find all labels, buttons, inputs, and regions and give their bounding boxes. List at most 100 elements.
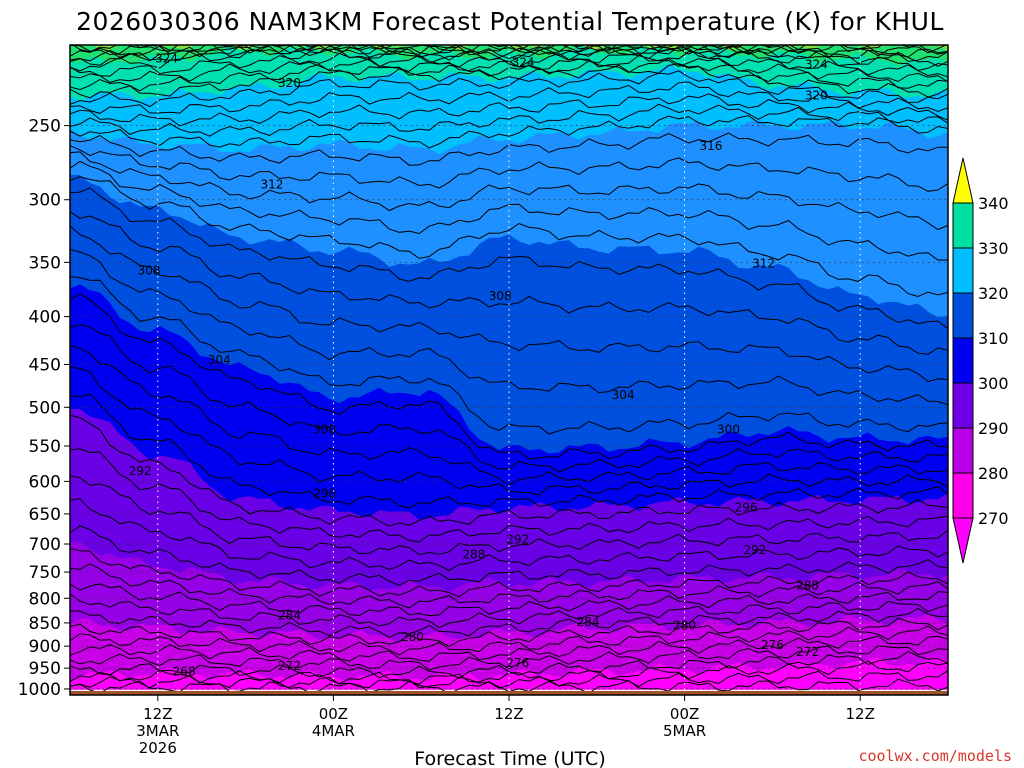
contour-label: 288 — [462, 547, 485, 561]
contour-label: 312 — [752, 257, 775, 271]
x-tick-label: 12Z — [846, 705, 875, 723]
temperature-band — [70, 45, 948, 67]
colorbar-segment — [952, 202, 974, 249]
contour-line — [70, 45, 948, 67]
y-tick-label: 850 — [29, 614, 61, 634]
contour-label: 284 — [278, 609, 301, 623]
contour-label-group: 296 — [735, 501, 758, 515]
colorbar-label: 320 — [978, 284, 1009, 303]
contour-label: 308 — [138, 263, 161, 277]
chart-title: 2026030306 NAM3KM Forecast Potential Tem… — [76, 7, 944, 36]
grid-lines — [70, 45, 948, 695]
contour-label-group: 280 — [673, 618, 696, 632]
colorbar-tip-low — [952, 517, 974, 564]
colorbar-label: 270 — [978, 509, 1009, 528]
contour-label-group: 320 — [805, 88, 828, 102]
y-tick-label: 250 — [29, 117, 61, 137]
contour-label-group: 284 — [278, 609, 301, 623]
contour-line — [70, 475, 948, 556]
contour-line — [70, 145, 948, 192]
contour-label: 304 — [208, 353, 231, 367]
contour-line — [70, 645, 948, 671]
contour-label: 324 — [155, 52, 178, 66]
contour-label: 284 — [577, 615, 600, 629]
x-tick-label: 2026 — [139, 739, 177, 757]
contour-label: 320 — [805, 88, 828, 102]
contour-label: 324 — [512, 55, 535, 69]
contour-label-group: 288 — [796, 578, 819, 592]
colorbar: 270 280 290 300 310 320 330 340 — [952, 157, 1009, 564]
contour-label-group: 296 — [313, 486, 336, 500]
y-tick-label: 1000 — [18, 680, 61, 700]
contour-line — [70, 651, 948, 679]
y-tick-label: 300 — [29, 191, 61, 211]
x-tick-label: 12Z — [494, 705, 523, 723]
contour-label-group: 316 — [699, 139, 722, 153]
contour-label-group: 324 — [512, 55, 535, 69]
contour-line — [70, 70, 948, 108]
contour-line — [70, 103, 948, 137]
contour-label: 272 — [796, 645, 819, 659]
x-tick-label: 00Z — [319, 705, 348, 723]
contour-label: 292 — [129, 464, 152, 478]
x-tick-label: 12Z — [143, 705, 172, 723]
contour-label-group: 272 — [278, 659, 301, 673]
contour-line — [70, 51, 948, 78]
contour-label: 280 — [401, 630, 424, 644]
contour-line — [70, 547, 948, 598]
contour-line — [72, 45, 948, 54]
contour-label: 304 — [612, 388, 635, 402]
colorbar-label: 310 — [978, 329, 1009, 348]
contour-label-group: 288 — [462, 547, 485, 561]
y-tick-label: 500 — [29, 398, 61, 418]
contour-label: 300 — [717, 422, 740, 436]
contour-label-group: 284 — [577, 615, 600, 629]
contour-label-group: 312 — [260, 178, 283, 192]
contour-label: 320 — [278, 76, 301, 90]
contour-line — [70, 670, 948, 689]
contour-line — [70, 225, 948, 383]
y-tick-label: 750 — [29, 563, 61, 583]
contour-line — [70, 393, 948, 509]
ground-rect — [70, 690, 948, 695]
contour-label: 276 — [761, 638, 784, 652]
contour-label: 316 — [699, 139, 722, 153]
colorbar-segment — [952, 292, 974, 339]
y-tick-label: 400 — [29, 308, 61, 328]
contour-line — [70, 55, 948, 83]
contour-line — [70, 63, 948, 99]
contour-line — [70, 563, 948, 609]
contour-label-group: 312 — [752, 257, 775, 271]
contour-label-group: 272 — [796, 645, 819, 659]
contour-label-group: 268 — [173, 665, 196, 679]
ground-surface — [70, 690, 948, 695]
y-tick-label: 550 — [29, 437, 61, 457]
contour-label-group: 276 — [761, 638, 784, 652]
contour-line — [70, 115, 948, 149]
y-tick-label: 700 — [29, 535, 61, 555]
colorbar-label: 290 — [978, 419, 1009, 438]
x-tick-label: 5MAR — [663, 722, 706, 740]
contour-label: 288 — [796, 578, 819, 592]
contour-line — [70, 448, 948, 543]
contour-label: 312 — [260, 178, 283, 192]
contour-label: 280 — [673, 618, 696, 632]
contour-label-group: 292 — [129, 464, 152, 478]
x-tick-label: 4MAR — [312, 722, 355, 740]
contour-lines — [70, 45, 948, 695]
y-tick-label: 800 — [29, 589, 61, 609]
contour-line — [70, 276, 948, 435]
contour-label: 308 — [489, 289, 512, 303]
contour-line — [70, 414, 948, 527]
contour-line — [70, 635, 948, 662]
watermark-text: coolwx.com/models — [858, 747, 1012, 765]
contour-line — [70, 625, 948, 656]
contour-line — [70, 45, 948, 57]
temperature-bands — [70, 45, 948, 690]
y-tick-label: 600 — [29, 472, 61, 492]
colorbar-label: 280 — [978, 464, 1009, 483]
colorbar-segment — [952, 472, 974, 519]
colorbar-label: 330 — [978, 239, 1009, 258]
